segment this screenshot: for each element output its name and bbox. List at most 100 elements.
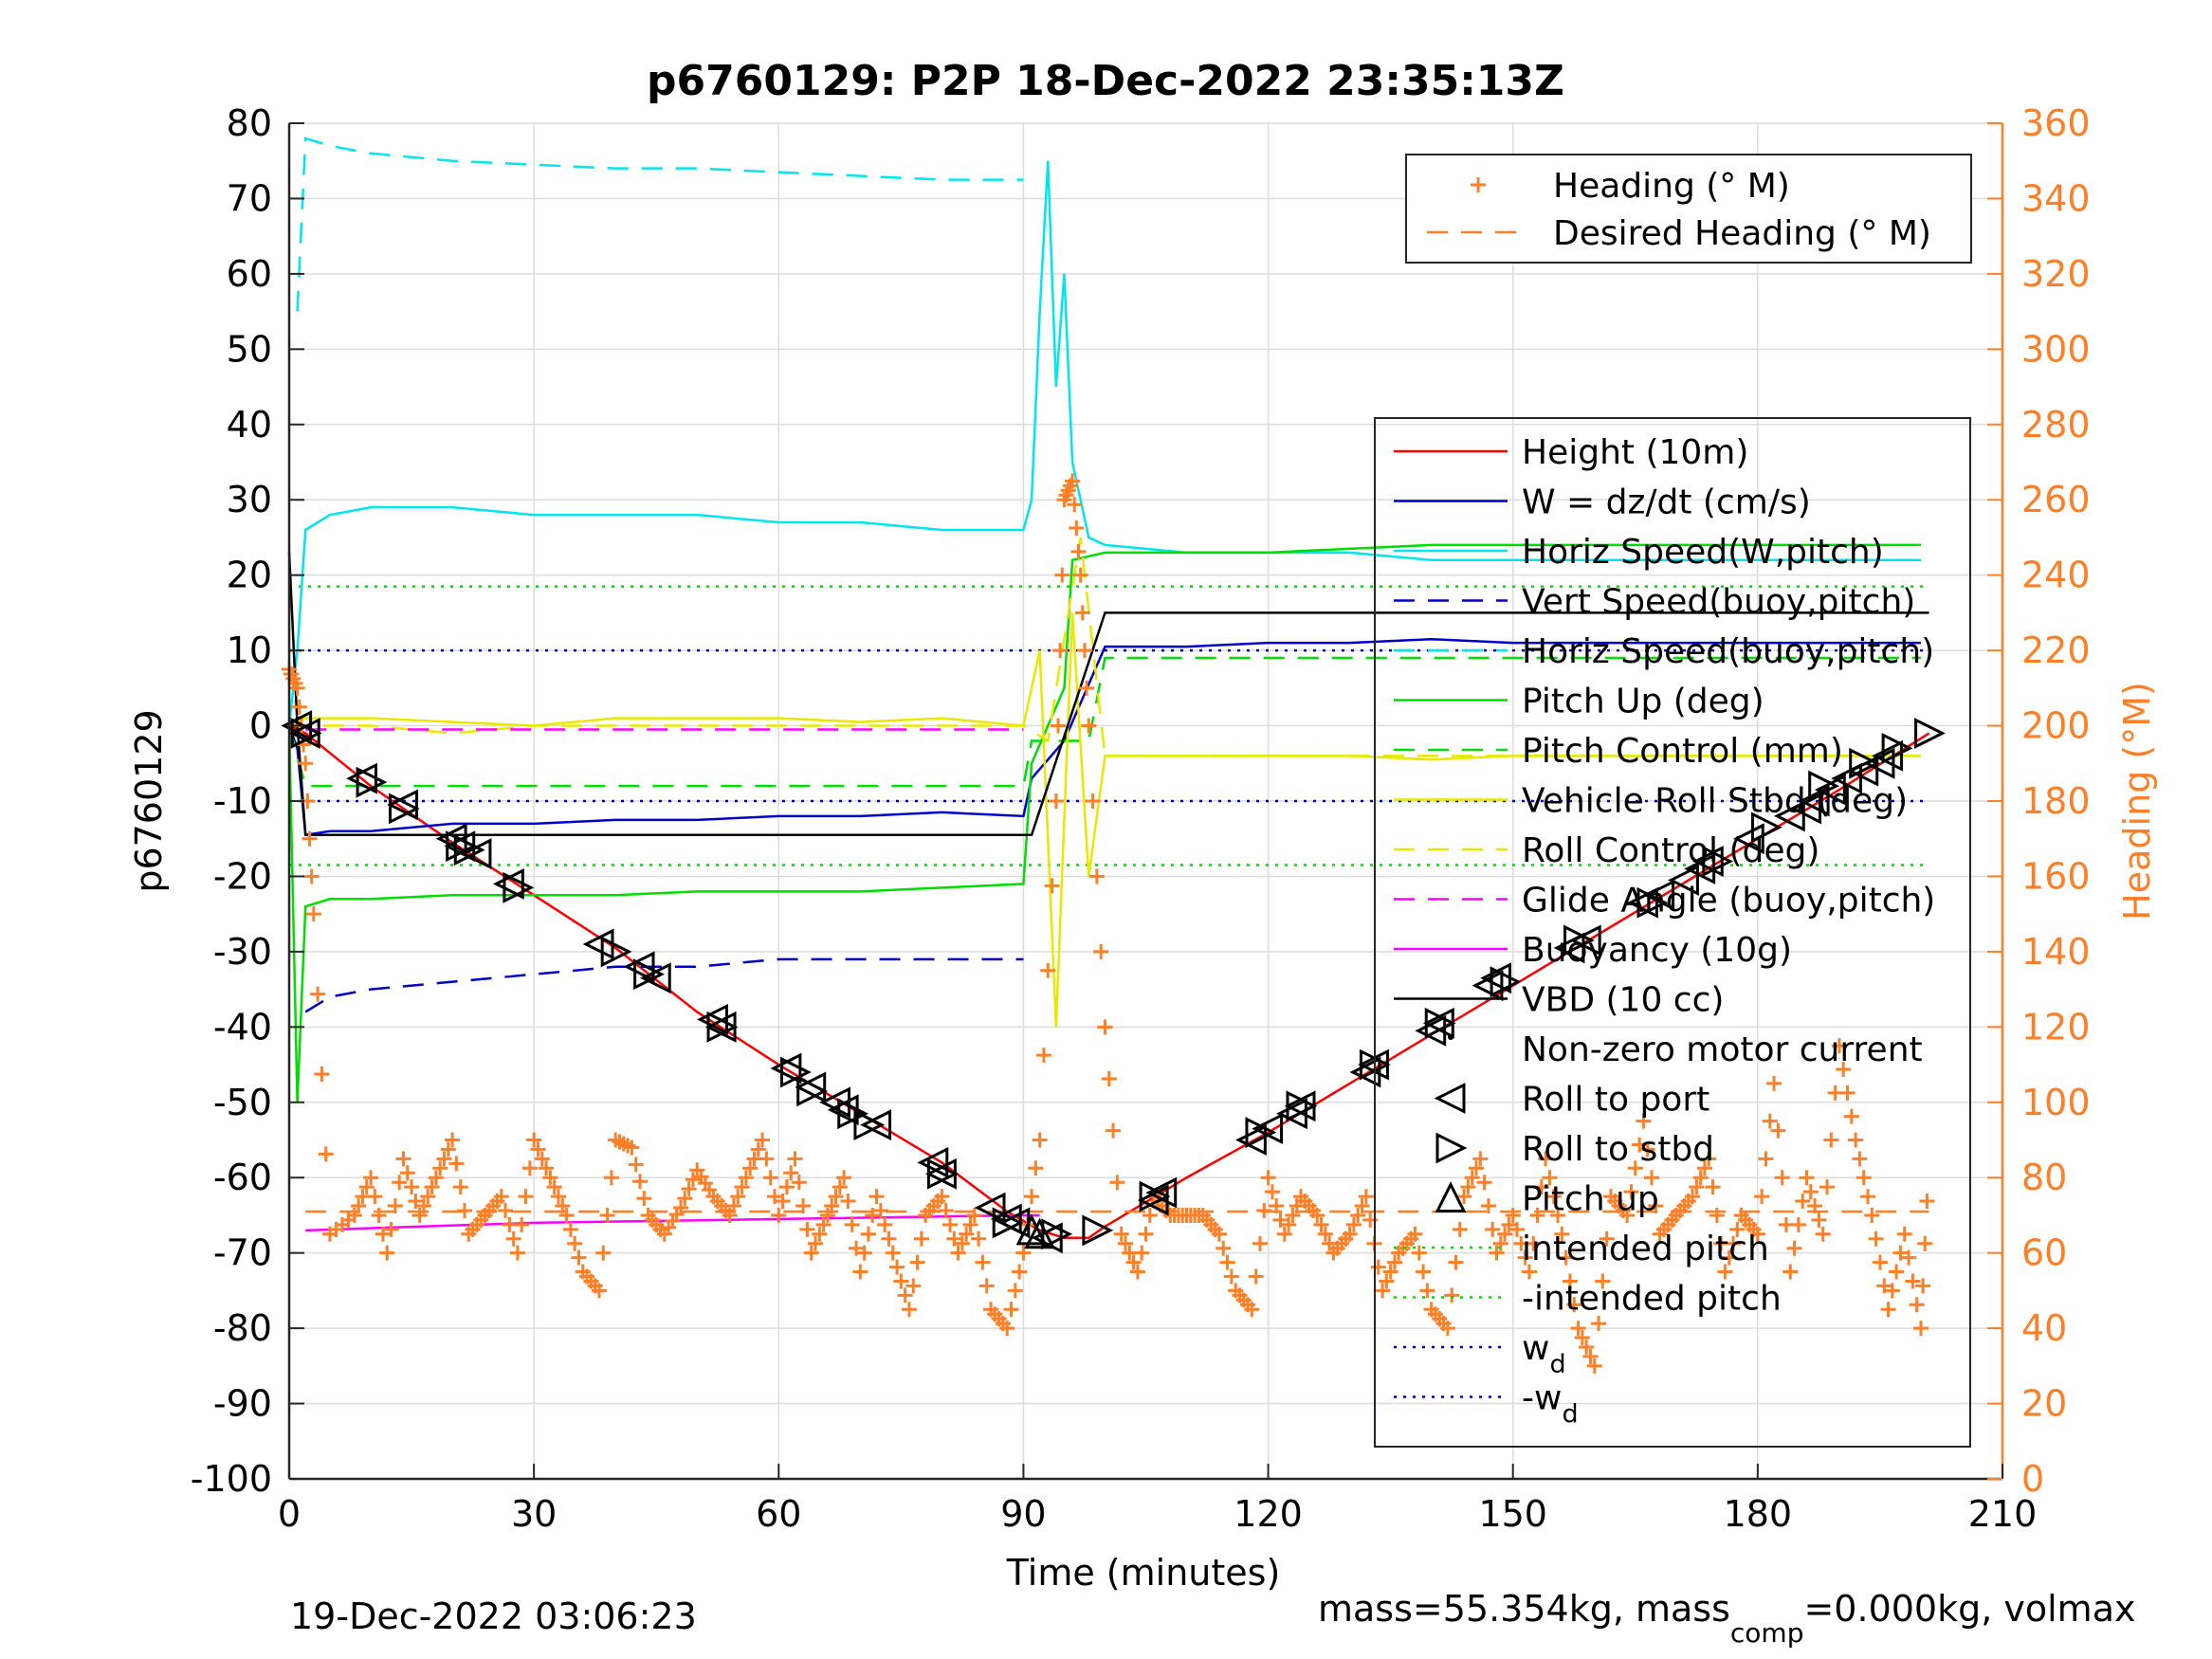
heading-point [1117,1235,1133,1251]
heading-point [1526,1235,1542,1251]
legend-symbol [1435,1181,1467,1212]
legend-main-label: Horiz Speed(W,pitch) [1522,533,1884,572]
heading-point [1085,793,1101,809]
roll-to-stbd-marker [1849,747,1881,779]
roll-to-stbd-marker [1914,718,1946,749]
legend-main-label: wd [1522,1329,1566,1379]
heading-point [636,1191,652,1207]
footer-date: 19-Dec-2022 03:06:23 [290,1595,697,1637]
roll-to-stbd-marker [1750,811,1782,844]
heading-point [1819,1179,1835,1195]
roll-to-stbd-marker [503,871,535,903]
heading-point [1790,1216,1806,1232]
heading-point [591,1283,607,1299]
heading-point [840,1194,856,1210]
y-tick-label-left: 10 [227,629,272,671]
heading-point [1106,1122,1122,1139]
roll-to-stbd-markers [290,718,1946,1250]
legend-main-label: Vehicle Roll Stbd (deg) [1522,782,1908,821]
roll-to-stbd-marker [1424,1007,1456,1039]
heading-point [1570,1321,1586,1337]
heading-point [367,1189,383,1205]
pitch-up-markers [1015,1213,1056,1249]
heading-point [1685,1189,1701,1205]
series-line [289,537,1921,757]
y-tick-label-left: -80 [213,1307,272,1349]
heading-point [1705,1179,1721,1195]
series-layer [282,137,1935,1374]
heading-point [1079,680,1095,696]
heading-point [1623,1184,1639,1200]
heading-point [999,1321,1015,1337]
heading-point [521,1160,538,1176]
heading-point [571,1249,587,1266]
heading-point [1896,1226,1912,1242]
roll-to-port-marker [1790,793,1821,825]
heading-point [1823,1132,1839,1148]
y-tick-label-left: -90 [213,1383,272,1425]
y-tick-label-left: 0 [249,705,272,747]
heading-point [734,1179,750,1195]
heading-point [1097,1019,1113,1035]
heading-point [1051,718,1066,734]
heading-point [603,1170,619,1186]
heading-point [836,1170,852,1186]
heading-point [766,1189,782,1205]
y-tick-label-right: 40 [2021,1307,2067,1349]
heading-point [1028,1160,1044,1176]
series-line [288,612,1921,1028]
heading-point [1317,1226,1333,1242]
heading-point [1749,1226,1765,1242]
legend-main-label: Horiz Speed(buoy,pitch) [1522,632,1934,671]
legend-main-label: Non-zero motor current [1522,1030,1923,1069]
heading-point [775,1194,791,1210]
heading-point [1035,1048,1051,1064]
heading-point [1909,1297,1925,1313]
heading-point [868,1189,885,1205]
heading-point [1529,1207,1545,1223]
heading-point [1545,1189,1562,1205]
heading-point [978,1278,995,1294]
roll-to-stbd-marker [453,834,485,866]
heading-point [1054,567,1070,583]
heading-point [1281,1216,1297,1232]
heading-point [1558,1249,1574,1266]
roll-to-stbd-marker [1490,966,1522,998]
roll-to-stbd-marker [1563,924,1595,957]
legend-main-label: Pitch Control (mm) [1522,732,1843,771]
roll-to-stbd-marker [1139,1180,1171,1212]
heading-point [1142,1207,1158,1223]
y-tick-label-left: 40 [227,404,272,446]
heading-point [1599,1231,1615,1247]
heading-point [909,1254,925,1270]
heading-point [1069,520,1085,537]
heading-point [975,1254,991,1270]
heading-point [1521,1264,1537,1280]
roll-to-port-marker [1415,1014,1447,1047]
legend-symbol [1448,1034,1453,1040]
heading-point [901,1302,917,1318]
heading-point [632,1174,649,1190]
heading-point [1052,643,1069,659]
legend-main-box [1374,417,1971,1448]
heading-point [1260,1170,1276,1186]
heading-point [1782,1264,1799,1280]
x-tick-label: 150 [1478,1493,1547,1535]
heading-point [962,1216,978,1232]
heading-point [289,680,305,696]
heading-point [395,1151,411,1167]
legend-main-label: W = dz/dt (cm/s) [1522,483,1811,522]
heading-point [1868,1231,1884,1247]
heading-point [404,1179,420,1195]
heading-point [567,1235,583,1251]
y-tick-label-left: -50 [213,1082,272,1123]
heading-point [877,1216,893,1232]
legend-main-label: -wd [1522,1379,1579,1430]
chart-title: p6760129: P2P 18-Dec-2022 23:35:13Z [647,57,1564,105]
heading-point [493,1189,509,1205]
y-tick-label-right: 80 [2021,1157,2067,1198]
legend-main-label: Roll Control (deg) [1522,831,1819,870]
heading-point [1860,1189,1876,1205]
x-tick-label: 0 [278,1493,301,1535]
heading-point [298,756,314,772]
